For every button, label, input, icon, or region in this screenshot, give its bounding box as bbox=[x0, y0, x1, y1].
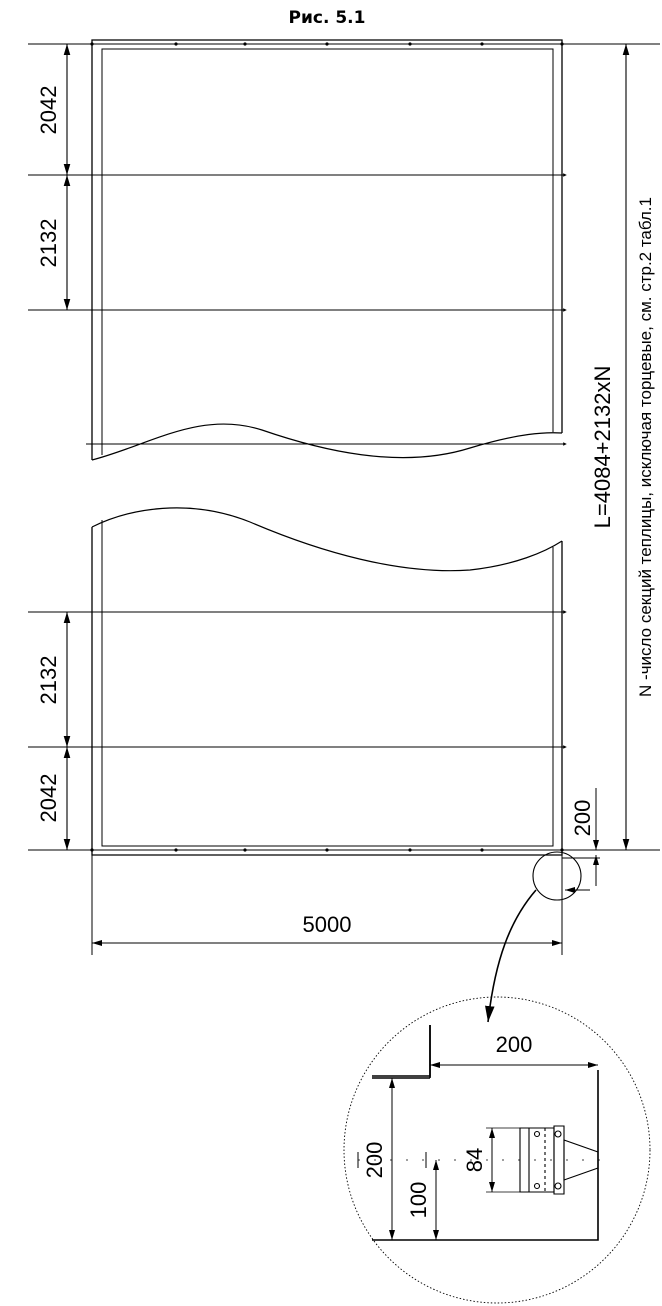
plan-lower bbox=[92, 508, 562, 855]
length-formula: L=4084+2132xN bbox=[590, 366, 615, 529]
dim-top-inner-bay: 2132 bbox=[36, 219, 61, 268]
detail-view: 200 200 100 84 bbox=[344, 997, 650, 1303]
detail-dim-bolts: 84 bbox=[462, 1148, 487, 1172]
section-lines bbox=[28, 173, 567, 749]
detail-callout bbox=[485, 852, 581, 1022]
dim-offset: 200 bbox=[570, 800, 595, 837]
sections-note: N -число секций теплицы, исключая торцев… bbox=[636, 197, 655, 697]
offset-dimension bbox=[562, 788, 600, 893]
figure-title: Рис. 5.1 bbox=[289, 8, 366, 28]
dim-bottom-end-bay: 2042 bbox=[36, 774, 61, 823]
edge-arrow-marks bbox=[90, 42, 564, 852]
dim-width: 5000 bbox=[303, 912, 352, 937]
plan-upper bbox=[92, 40, 562, 460]
dim-top-end-bay: 2042 bbox=[36, 86, 61, 135]
detail-dim-center: 100 bbox=[406, 1182, 431, 1219]
width-dimension bbox=[92, 855, 562, 955]
top-edge-markers bbox=[28, 44, 660, 850]
detail-dim-offset: 200 bbox=[496, 1032, 533, 1057]
dim-bottom-inner-bay: 2132 bbox=[36, 656, 61, 705]
anchor-bracket bbox=[520, 1126, 598, 1194]
